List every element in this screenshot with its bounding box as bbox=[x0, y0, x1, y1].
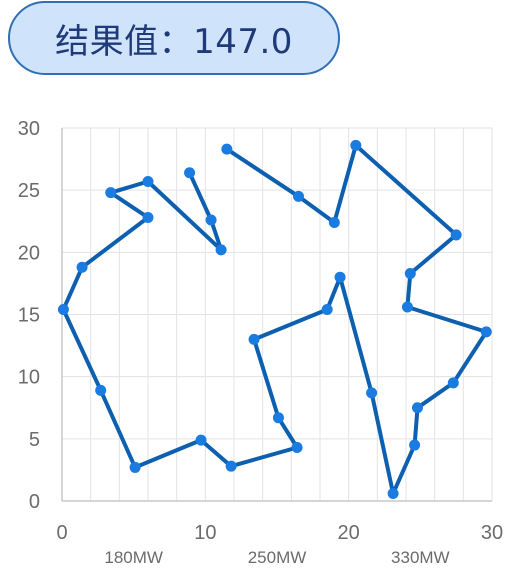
data-point bbox=[404, 267, 416, 279]
data-point bbox=[57, 304, 69, 316]
x-tick-label: 30 bbox=[481, 522, 503, 544]
tick-labels: 0 5 10 15 20 25 30 0 10 20 30 180MW 250MW 330MW bbox=[18, 118, 503, 567]
y-tick-label: 0 bbox=[29, 491, 40, 513]
x-tick-label: 10 bbox=[194, 522, 216, 544]
capacity-annotation: 250MW bbox=[248, 548, 307, 567]
data-point bbox=[409, 439, 421, 451]
data-point bbox=[321, 304, 333, 316]
data-point bbox=[387, 488, 399, 500]
x-tick-label: 20 bbox=[338, 522, 360, 544]
y-tick-label: 5 bbox=[29, 429, 40, 451]
data-point bbox=[142, 212, 154, 224]
data-point bbox=[95, 384, 107, 396]
y-tick-label: 15 bbox=[18, 305, 40, 327]
data-point bbox=[195, 434, 207, 446]
data-point bbox=[205, 214, 217, 226]
capacity-annotation: 330MW bbox=[391, 548, 450, 567]
data-point bbox=[142, 175, 154, 187]
data-point bbox=[401, 301, 413, 313]
result-label: 结果值： bbox=[55, 21, 194, 62]
series-line bbox=[61, 143, 489, 496]
data-point bbox=[76, 261, 88, 273]
series-line-group bbox=[61, 143, 489, 496]
y-tick-label: 10 bbox=[18, 367, 40, 389]
data-point bbox=[221, 143, 233, 155]
x-tick-label: 0 bbox=[56, 522, 67, 544]
data-point bbox=[480, 326, 492, 338]
y-tick-label: 25 bbox=[18, 180, 40, 202]
data-point bbox=[129, 461, 141, 473]
y-tick-label: 30 bbox=[18, 118, 40, 140]
series-points bbox=[57, 139, 492, 500]
data-point bbox=[366, 387, 378, 399]
data-point bbox=[215, 244, 227, 256]
data-point bbox=[450, 229, 462, 241]
capacity-annotation: 180MW bbox=[104, 548, 163, 567]
y-tick-label: 20 bbox=[18, 242, 40, 264]
result-text: 结果值：147.0 bbox=[55, 14, 293, 63]
data-point bbox=[350, 139, 362, 151]
data-point bbox=[105, 187, 117, 199]
data-point bbox=[411, 402, 423, 414]
data-point bbox=[272, 412, 284, 424]
data-point bbox=[328, 216, 340, 228]
data-point bbox=[184, 167, 196, 179]
data-point bbox=[248, 333, 260, 345]
data-point bbox=[447, 377, 459, 389]
data-point bbox=[334, 271, 346, 283]
result-badge: 结果值：147.0 bbox=[8, 1, 340, 75]
data-point bbox=[291, 442, 303, 454]
data-point bbox=[293, 190, 304, 202]
result-value: 147.0 bbox=[193, 21, 293, 62]
data-point bbox=[225, 460, 237, 472]
